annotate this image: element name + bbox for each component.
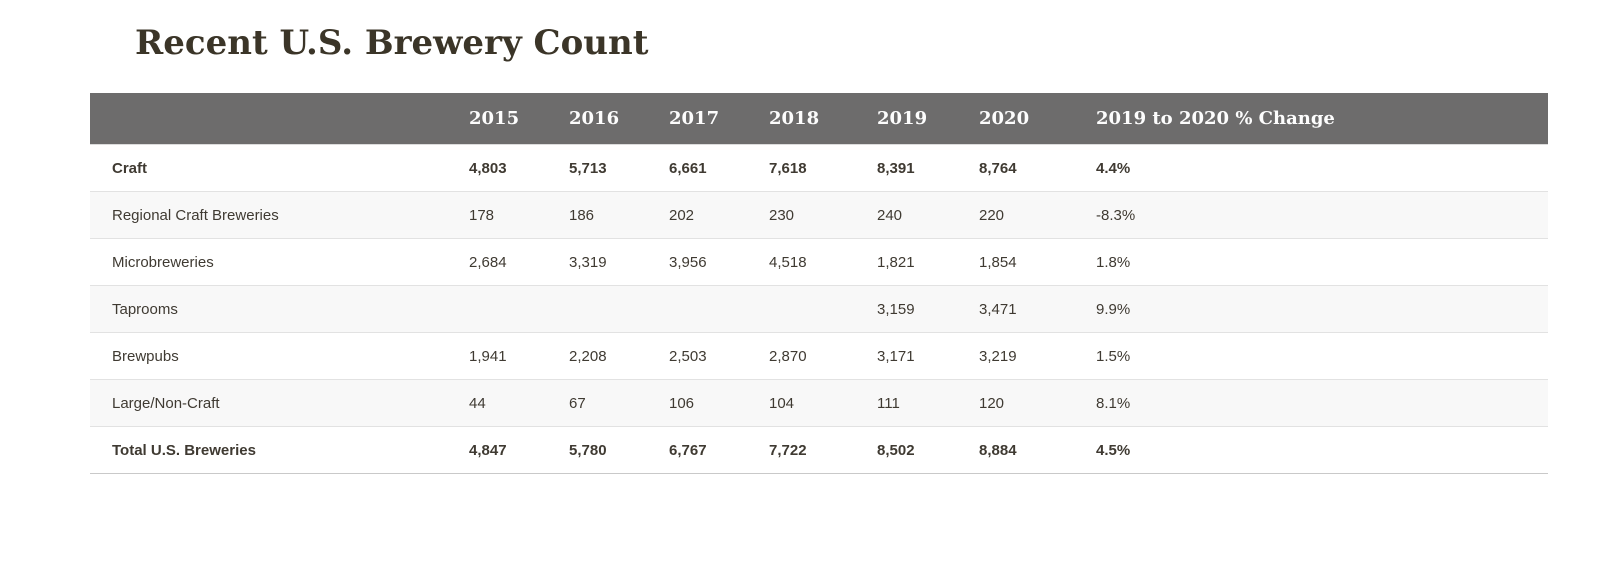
cell-value: 4,803 xyxy=(447,144,547,192)
column-header: 2015 xyxy=(447,93,547,145)
table-row: Brewpubs 1,941 2,208 2,503 2,870 3,171 3,219 1.… xyxy=(90,332,1548,380)
cell-value: 7,722 xyxy=(747,426,855,474)
cell-value: 104 xyxy=(747,379,855,427)
cell-value: 44 xyxy=(447,379,547,427)
cell-value: 8,884 xyxy=(957,426,1074,474)
page-title: Recent U.S. Brewery Count xyxy=(135,23,649,63)
row-label: Brewpubs xyxy=(90,332,447,380)
cell-value: 6,767 xyxy=(647,426,747,474)
column-header: 2019 xyxy=(855,93,957,145)
row-label: Total U.S. Breweries xyxy=(90,426,447,474)
table-row: Total U.S. Breweries 4,847 5,780 6,767 7,722… xyxy=(90,426,1548,474)
cell-value: 5,713 xyxy=(547,144,647,192)
cell-value: 220 xyxy=(957,191,1074,239)
column-header: 2017 xyxy=(647,93,747,145)
cell-value: 2,870 xyxy=(747,332,855,380)
row-label: Large/Non-Craft xyxy=(90,379,447,427)
cell-value: 8,502 xyxy=(855,426,957,474)
cell-value: 3,219 xyxy=(957,332,1074,380)
cell-value: 106 xyxy=(647,379,747,427)
cell-value: 67 xyxy=(547,379,647,427)
row-label: Craft xyxy=(90,144,447,192)
cell-value: 3,471 xyxy=(957,285,1074,333)
cell-value: 8,764 xyxy=(957,144,1074,192)
cell-value: 202 xyxy=(647,191,747,239)
cell-value: 186 xyxy=(547,191,647,239)
cell-value: 4.5% xyxy=(1074,426,1548,474)
cell-value: 1.8% xyxy=(1074,238,1548,286)
cell-value: 240 xyxy=(855,191,957,239)
table-row: Microbreweries 2,684 3,319 3,956 4,518 1,821 1… xyxy=(90,238,1548,286)
table-row: Taprooms 3,159 3,471 9.9% xyxy=(90,285,1548,333)
column-header: 2020 xyxy=(957,93,1074,145)
cell-value: 7,618 xyxy=(747,144,855,192)
cell-value: 4,847 xyxy=(447,426,547,474)
cell-value: 178 xyxy=(447,191,547,239)
cell-value: 3,159 xyxy=(855,285,957,333)
column-header-category xyxy=(90,93,447,145)
cell-value: 1,941 xyxy=(447,332,547,380)
cell-value: -8.3% xyxy=(1074,191,1548,239)
brewery-count-table: 2015 2016 2017 2018 2019 2020 2019 to 2020 % C… xyxy=(90,93,1548,474)
cell-value: 2,684 xyxy=(447,238,547,286)
table-row: Large/Non-Craft 44 67 106 104 111 120 8.1% xyxy=(90,379,1548,427)
table-row: Regional Craft Breweries 178 186 202 230 240 2… xyxy=(90,191,1548,239)
cell-value xyxy=(447,285,547,333)
cell-value: 4.4% xyxy=(1074,144,1548,192)
column-header: 2019 to 2020 % Change xyxy=(1074,93,1548,145)
column-header: 2018 xyxy=(747,93,855,145)
cell-value: 3,319 xyxy=(547,238,647,286)
cell-value: 6,661 xyxy=(647,144,747,192)
cell-value: 1,854 xyxy=(957,238,1074,286)
table-body: Craft 4,803 5,713 6,661 7,618 8,391 8,764 4.4% R… xyxy=(90,144,1548,474)
cell-value: 8,391 xyxy=(855,144,957,192)
table-head: 2015 2016 2017 2018 2019 2020 2019 to 2020 % C… xyxy=(90,93,1548,145)
table-row: Craft 4,803 5,713 6,661 7,618 8,391 8,764 4.4% xyxy=(90,144,1548,192)
cell-value: 3,171 xyxy=(855,332,957,380)
row-label: Microbreweries xyxy=(90,238,447,286)
table-header-row: 2015 2016 2017 2018 2019 2020 2019 to 2020 % C… xyxy=(90,93,1548,145)
cell-value: 1.5% xyxy=(1074,332,1548,380)
cell-value: 1,821 xyxy=(855,238,957,286)
page: Recent U.S. Brewery Count 2015 2016 2017 20… xyxy=(90,23,1548,474)
cell-value: 9.9% xyxy=(1074,285,1548,333)
cell-value: 4,518 xyxy=(747,238,855,286)
cell-value: 111 xyxy=(855,379,957,427)
cell-value xyxy=(547,285,647,333)
cell-value xyxy=(647,285,747,333)
cell-value xyxy=(747,285,855,333)
cell-value: 5,780 xyxy=(547,426,647,474)
cell-value: 8.1% xyxy=(1074,379,1548,427)
cell-value: 230 xyxy=(747,191,855,239)
cell-value: 2,503 xyxy=(647,332,747,380)
cell-value: 2,208 xyxy=(547,332,647,380)
cell-value: 120 xyxy=(957,379,1074,427)
cell-value: 3,956 xyxy=(647,238,747,286)
row-label: Regional Craft Breweries xyxy=(90,191,447,239)
row-label: Taprooms xyxy=(90,285,447,333)
column-header: 2016 xyxy=(547,93,647,145)
